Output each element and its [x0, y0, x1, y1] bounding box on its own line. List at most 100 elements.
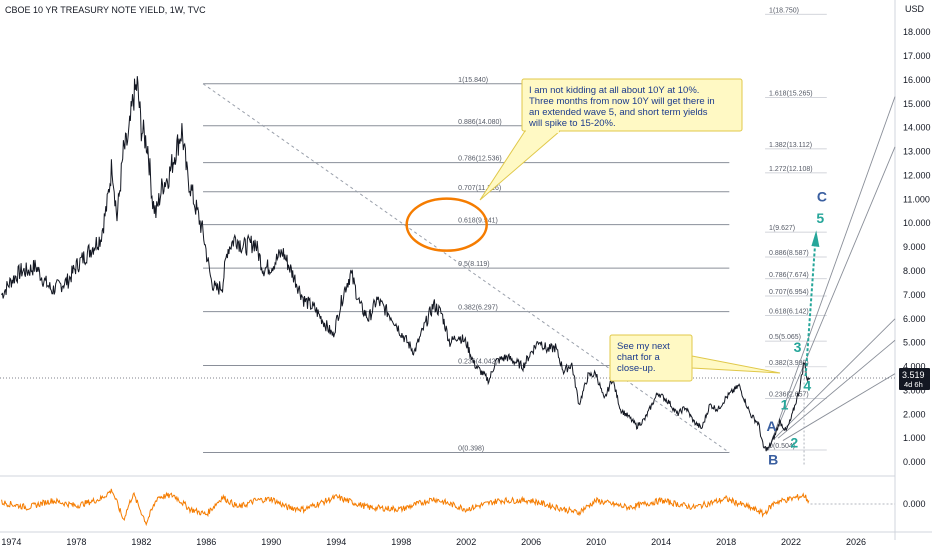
- oscillator-layer: [1, 488, 895, 527]
- fib-level-label: 0.236(4.042): [458, 359, 498, 366]
- wave-label: 1: [781, 397, 789, 413]
- x-tick-label: 1978: [66, 537, 86, 547]
- fib-levels: 1(15.840) 0.886(14.080) 0.786(12.536) 0.707…: [203, 7, 827, 454]
- oscillator-tick-label: 0.000: [903, 499, 926, 509]
- wave-label: B: [768, 451, 778, 467]
- x-tick-label: 1994: [326, 537, 346, 547]
- fib-level-label: 0(0.398): [458, 446, 484, 453]
- wave-label: 3: [794, 339, 802, 355]
- y-tick-label: 6.000: [903, 314, 926, 324]
- y-tick-label: 16.000: [903, 75, 931, 85]
- trend-channel-line: [782, 373, 896, 441]
- y-tick-label: 8.000: [903, 266, 926, 276]
- fib-extension-label: 0.618(6.142): [769, 308, 809, 315]
- wave-label: 5: [816, 210, 824, 226]
- y-tick-label: 15.000: [903, 99, 931, 109]
- x-tick-label: 1998: [391, 537, 411, 547]
- fib-level-label: 0.5(8.119): [458, 261, 489, 268]
- y-tick-label: 10.000: [903, 218, 931, 228]
- x-tick-label: 2006: [521, 537, 541, 547]
- fib-diagonal: [202, 83, 730, 453]
- fib-extension-label: 0.236(2.657): [769, 392, 809, 399]
- trend-channel-line: [774, 318, 896, 439]
- fib-extension-label: 0.707(6.954): [769, 289, 809, 296]
- note-line: I am not kidding at all about 10Y at 10%…: [529, 85, 699, 96]
- x-tick-label: 2018: [716, 537, 736, 547]
- x-tick-label: 2014: [651, 537, 671, 547]
- x-tick-label: 2002: [456, 537, 476, 547]
- wave-label: C: [817, 189, 827, 205]
- fib-level-label: 0.382(6.297): [458, 305, 498, 312]
- fib-extension-label: 0.886(8.587): [769, 250, 809, 257]
- y-tick-label: 2.000: [903, 409, 926, 419]
- trend-channel-line: [777, 339, 896, 439]
- x-tick-label: 1974: [1, 537, 21, 547]
- fib-level-label: 0.886(14.080): [458, 119, 502, 126]
- chart-title: CBOE 10 YR TREASURY NOTE YIELD, 1W, TVC: [5, 5, 206, 15]
- x-tick-label: 2010: [586, 537, 606, 547]
- note-line: will spike to 15-20%.: [528, 118, 616, 129]
- y-tick-label: 0.000: [903, 457, 926, 467]
- note-line: close-up.: [617, 363, 656, 374]
- currency-label: USD: [905, 4, 925, 14]
- note-line: See my next: [617, 341, 670, 352]
- price-layer: [0, 76, 895, 452]
- price-badge-value: 3.519: [902, 370, 925, 380]
- fib-extension-label: 1.382(13.112): [769, 142, 812, 149]
- highlight-circle: [405, 197, 488, 252]
- x-tick-label: 2022: [781, 537, 801, 547]
- y-tick-label: 4.000: [903, 362, 926, 372]
- y-tick-label: 18.000: [903, 27, 931, 37]
- wave5-projection-arrow: [804, 239, 817, 377]
- fib-extension-label: 1.272(12.108): [769, 166, 813, 173]
- note-prediction: I am not kidding at all about 10Y at 10%…: [479, 78, 743, 201]
- trend-channel-line: [767, 146, 896, 451]
- wave5-arrowhead: [811, 230, 820, 247]
- wave-label: A: [766, 418, 776, 434]
- y-tick-label: 13.000: [903, 147, 931, 157]
- price-badge-countdown: 4d 6h: [904, 380, 923, 389]
- price-series-line: [1, 76, 811, 452]
- fib-extension-label: 1.618(15.265): [769, 90, 813, 97]
- trend-lines: [202, 83, 896, 465]
- fib-level-label: 1(15.840): [458, 77, 488, 84]
- wave-label: 2: [790, 435, 798, 451]
- note-line: an extended wave 5, and short term yield…: [529, 107, 708, 118]
- fib-extension-label: 1(18.750): [769, 7, 799, 14]
- note-line: Three months from now 10Y will get there…: [529, 96, 715, 107]
- x-tick-label: 1982: [131, 537, 151, 547]
- y-tick-label: 1.000: [903, 433, 926, 443]
- note-box: [521, 78, 743, 132]
- wave-label: 4: [803, 377, 811, 393]
- fib-extension-label: 1(9.627): [769, 225, 795, 232]
- y-tick-label: 3.000: [903, 385, 926, 395]
- note-line: chart for a: [617, 352, 660, 363]
- fib-level-label: 0.786(12.536): [458, 156, 502, 163]
- fib-extension-label: 0.786(7.674): [769, 272, 809, 279]
- fib-extension-label: 0(0.504): [769, 443, 795, 450]
- y-tick-label: 9.000: [903, 242, 926, 252]
- oscillator-line: [1, 488, 810, 527]
- y-tick-label: 7.000: [903, 290, 926, 300]
- price-badge[interactable]: [899, 368, 930, 390]
- annotation-layer: I am not kidding at all about 10Y at 10%…: [405, 78, 827, 467]
- fib-level-label: 0.618(9.941): [458, 218, 498, 225]
- x-tick-label: 2026: [846, 537, 866, 547]
- fib-extension-label: 0.382(3.989): [769, 360, 809, 367]
- x-tick-label: 1990: [261, 537, 281, 547]
- trend-channel-line: [767, 96, 896, 451]
- y-tick-label: 11.000: [903, 194, 930, 204]
- y-tick-label: 14.000: [903, 123, 931, 133]
- y-tick-label: 12.000: [903, 170, 931, 180]
- note-box: [609, 334, 693, 382]
- fib-level-label: 0.707(11.316): [458, 185, 501, 192]
- note-seam: [526, 130, 559, 133]
- y-tick-label: 17.000: [903, 51, 931, 61]
- x-tick-label: 1986: [196, 537, 216, 547]
- fib-extension-label: 0.5(5.065): [769, 334, 801, 341]
